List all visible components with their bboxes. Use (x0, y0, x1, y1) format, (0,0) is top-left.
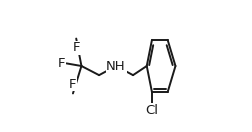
Text: Cl: Cl (145, 104, 158, 117)
Text: F: F (69, 78, 76, 91)
Text: F: F (57, 57, 65, 70)
Text: NH: NH (106, 60, 125, 72)
Text: F: F (72, 41, 80, 54)
